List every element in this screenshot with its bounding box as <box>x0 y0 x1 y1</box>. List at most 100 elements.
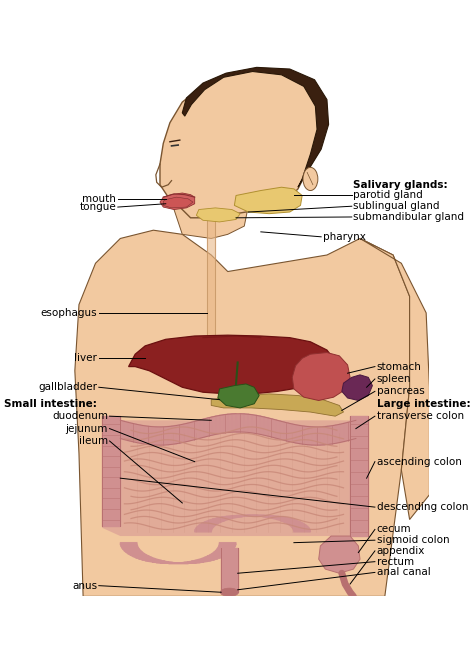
Polygon shape <box>128 422 132 441</box>
Polygon shape <box>221 549 237 592</box>
Polygon shape <box>244 414 248 432</box>
Ellipse shape <box>303 167 318 191</box>
Polygon shape <box>214 550 232 552</box>
Polygon shape <box>156 427 160 445</box>
Polygon shape <box>219 545 236 546</box>
Ellipse shape <box>220 588 238 596</box>
Polygon shape <box>228 414 232 432</box>
Polygon shape <box>320 426 324 445</box>
Polygon shape <box>292 526 309 528</box>
Polygon shape <box>168 426 172 445</box>
Polygon shape <box>199 524 219 525</box>
Polygon shape <box>328 426 332 445</box>
Polygon shape <box>272 518 293 519</box>
Polygon shape <box>191 560 211 562</box>
Polygon shape <box>192 421 196 440</box>
Polygon shape <box>267 517 289 518</box>
Polygon shape <box>145 560 165 562</box>
Polygon shape <box>198 559 218 560</box>
Polygon shape <box>256 415 260 434</box>
Text: Salivary glands:: Salivary glands: <box>354 180 448 190</box>
Text: stomach: stomach <box>376 362 421 372</box>
Polygon shape <box>210 554 228 555</box>
Polygon shape <box>308 426 312 445</box>
Polygon shape <box>292 353 350 400</box>
Polygon shape <box>319 536 360 573</box>
Polygon shape <box>217 548 235 549</box>
Polygon shape <box>182 67 328 187</box>
Polygon shape <box>123 549 141 550</box>
Polygon shape <box>172 426 176 444</box>
Polygon shape <box>289 525 308 526</box>
Polygon shape <box>196 420 200 439</box>
Polygon shape <box>280 520 301 522</box>
Polygon shape <box>163 197 193 208</box>
Polygon shape <box>218 546 236 548</box>
Polygon shape <box>336 424 340 443</box>
Polygon shape <box>102 416 120 526</box>
Polygon shape <box>252 415 256 434</box>
Polygon shape <box>148 426 152 445</box>
Polygon shape <box>287 524 306 525</box>
Polygon shape <box>205 520 225 522</box>
Text: Large intestine:: Large intestine: <box>376 399 470 409</box>
Polygon shape <box>184 423 188 442</box>
Text: transverse colon: transverse colon <box>376 411 464 421</box>
Polygon shape <box>195 528 212 530</box>
Polygon shape <box>300 426 304 444</box>
Polygon shape <box>75 231 410 596</box>
Polygon shape <box>276 420 280 439</box>
Polygon shape <box>288 423 292 442</box>
Polygon shape <box>224 414 228 433</box>
Polygon shape <box>121 546 138 548</box>
Polygon shape <box>207 555 226 556</box>
Polygon shape <box>124 550 143 552</box>
Polygon shape <box>176 425 180 443</box>
Polygon shape <box>324 426 328 445</box>
Polygon shape <box>164 426 168 445</box>
Polygon shape <box>120 545 137 546</box>
Polygon shape <box>316 427 320 445</box>
Polygon shape <box>208 519 229 520</box>
Text: liver: liver <box>74 353 97 363</box>
Text: sublingual gland: sublingual gland <box>354 201 440 211</box>
Text: pharynx: pharynx <box>323 232 366 242</box>
Text: gallbladder: gallbladder <box>38 382 97 392</box>
Polygon shape <box>130 555 149 556</box>
Polygon shape <box>216 549 234 550</box>
Polygon shape <box>296 425 300 443</box>
Polygon shape <box>201 558 221 559</box>
Polygon shape <box>234 187 302 214</box>
Polygon shape <box>220 415 224 434</box>
Polygon shape <box>136 424 140 443</box>
Text: rectum: rectum <box>376 556 414 567</box>
Polygon shape <box>200 419 204 438</box>
Polygon shape <box>212 416 216 435</box>
Text: ileum: ileum <box>79 436 108 446</box>
Polygon shape <box>344 422 348 441</box>
Polygon shape <box>208 417 212 436</box>
Text: ascending colon: ascending colon <box>376 456 461 467</box>
Polygon shape <box>197 525 216 526</box>
Polygon shape <box>138 559 158 560</box>
Polygon shape <box>136 558 155 559</box>
Text: spleen: spleen <box>376 374 411 384</box>
Polygon shape <box>293 528 310 530</box>
Polygon shape <box>207 185 215 362</box>
Polygon shape <box>248 414 252 433</box>
Polygon shape <box>195 530 211 532</box>
Polygon shape <box>188 422 192 441</box>
Polygon shape <box>272 419 276 438</box>
Text: Small intestine:: Small intestine: <box>4 399 97 409</box>
Polygon shape <box>124 421 128 441</box>
Polygon shape <box>202 522 221 524</box>
Polygon shape <box>284 422 288 441</box>
Text: jejunum: jejunum <box>65 424 108 434</box>
Text: cecum: cecum <box>376 524 411 534</box>
Polygon shape <box>204 556 224 558</box>
Polygon shape <box>180 424 184 443</box>
Polygon shape <box>284 522 303 524</box>
Polygon shape <box>304 426 308 445</box>
Polygon shape <box>128 335 335 394</box>
Polygon shape <box>280 421 284 440</box>
